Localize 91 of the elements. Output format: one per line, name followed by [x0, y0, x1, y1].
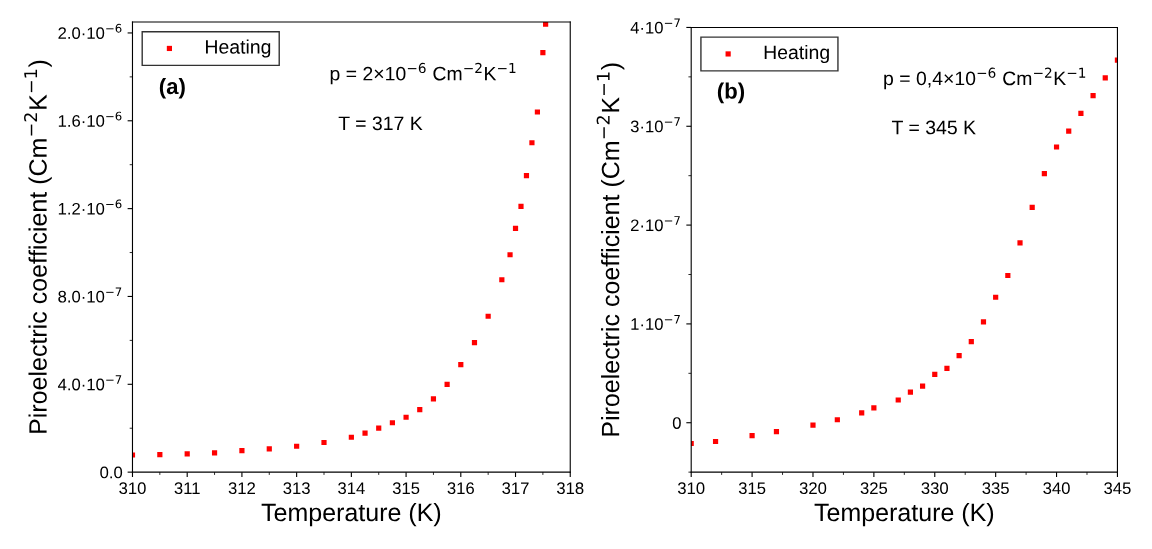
x-tick-label: 340	[1043, 482, 1070, 495]
point	[944, 365, 950, 371]
x-tick-label: 317	[502, 482, 529, 495]
point	[348, 434, 354, 440]
annotation: p = 0,4×10$^{−6}$ Cm$^{−2}$K$^{−1}$	[884, 67, 1086, 90]
point	[1005, 272, 1011, 279]
point	[859, 410, 865, 416]
x-tick-label: 320	[799, 482, 827, 495]
point	[471, 339, 478, 346]
y-tick-label: 1.2·10$^{−6}$	[58, 199, 122, 215]
point	[956, 352, 962, 359]
x-tick-label: 314	[338, 482, 365, 495]
point	[266, 446, 272, 452]
point	[523, 173, 530, 179]
point	[1029, 204, 1035, 210]
y-tick-label: 4.0·10$^{−7}$	[57, 375, 122, 391]
point	[773, 429, 780, 435]
y-tick-label: 0.0	[100, 466, 123, 479]
point	[430, 396, 437, 402]
x-tick-label: 315	[738, 482, 766, 495]
y-axis-title: Piroelectric coefficient (Cm$^{−2}$K$^{−1}$)	[596, 63, 625, 436]
point	[968, 339, 974, 345]
x-axis-title: Temperature (K)	[814, 502, 994, 527]
point	[834, 417, 840, 423]
point	[389, 420, 395, 426]
point	[403, 414, 409, 420]
y-tick-label: 1.6·10$^{−6}$	[58, 111, 122, 127]
point	[907, 389, 914, 395]
point	[507, 252, 513, 258]
point	[1102, 75, 1108, 81]
point	[211, 450, 218, 456]
x-tick-label: 310	[119, 482, 146, 495]
point	[993, 294, 999, 300]
point	[1053, 144, 1060, 150]
point	[417, 406, 423, 413]
x-tick-label: 313	[283, 482, 310, 495]
point	[444, 381, 450, 387]
point	[1041, 171, 1047, 177]
point	[1066, 128, 1072, 134]
x-tick-label: 318	[556, 482, 584, 495]
point	[294, 443, 300, 449]
annotation: T = 345 K	[891, 120, 976, 135]
x-tick-label: 330	[921, 482, 949, 495]
y-tick-label: 0	[672, 417, 681, 429]
point	[458, 361, 464, 368]
x-tick-label: 345	[1104, 482, 1131, 495]
point	[321, 439, 327, 446]
point	[712, 438, 719, 445]
y-tick-label: 1·10$^{−7}$	[631, 314, 680, 330]
x-tick-label: 325	[860, 482, 888, 495]
point	[534, 109, 541, 115]
point	[1090, 93, 1096, 99]
y-tick-label: 8.0·10$^{−7}$	[58, 287, 122, 303]
point	[540, 50, 546, 56]
point	[810, 422, 816, 428]
y-tick-label: 2·10$^{−7}$	[630, 216, 680, 232]
x-tick-label: 315	[392, 482, 420, 495]
x-tick-label: 316	[447, 482, 474, 495]
annotation: (b)	[717, 82, 745, 104]
point	[749, 432, 755, 439]
annotation: T = 317 K	[338, 116, 423, 131]
point	[157, 451, 163, 458]
y-axis-title: Piroelectric coefficient (Cm$^{−2}$K$^{−1}$)	[24, 60, 52, 433]
point	[239, 448, 245, 454]
x-tick-label: 311	[174, 482, 200, 495]
y-tick-label: 2.0·10$^{−6}$	[58, 23, 122, 40]
annotation: p = 2×10$^{−6}$ Cm$^{−2}$K$^{−1}$	[330, 62, 516, 85]
x-tick-label: 310	[677, 482, 705, 495]
point	[871, 405, 877, 411]
x-tick-label: 335	[982, 482, 1009, 495]
point	[1017, 240, 1023, 246]
point	[980, 319, 987, 325]
point	[932, 371, 938, 377]
point	[376, 425, 382, 431]
legend-label: Heating	[206, 39, 271, 58]
point	[529, 140, 535, 146]
point	[184, 451, 190, 457]
point	[919, 383, 926, 389]
annotation: (a)	[159, 77, 185, 99]
x-tick-label: 312	[228, 482, 255, 495]
point	[499, 277, 505, 283]
point	[362, 430, 368, 436]
point	[895, 397, 901, 403]
legend-label: Heating	[764, 44, 829, 64]
point	[1078, 110, 1084, 117]
y-tick-label: 3·10$^{−7}$	[630, 117, 680, 133]
point	[485, 313, 491, 319]
point	[518, 203, 524, 210]
x-axis-title: Temperature (K)	[261, 502, 441, 527]
y-tick-label: 4·10$^{−7}$	[630, 18, 680, 34]
point	[512, 225, 519, 231]
